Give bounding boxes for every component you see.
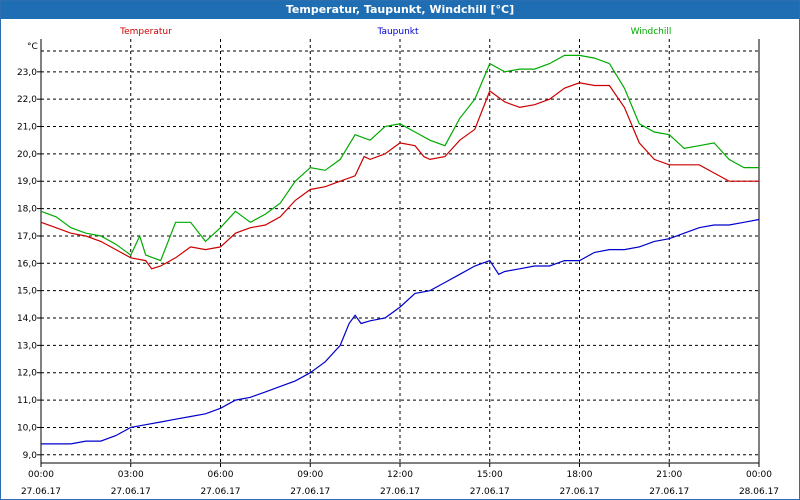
x-tick-date: 27.06.17 bbox=[559, 487, 599, 497]
x-tick-date: 28.06.17 bbox=[739, 487, 779, 497]
series-line-windchill bbox=[40, 54, 759, 262]
x-tick-time: 12:00 bbox=[387, 470, 413, 480]
y-tick-label: 20,0 bbox=[17, 150, 37, 160]
x-tick-date: 27.06.17 bbox=[200, 487, 240, 497]
x-tick-date: 27.06.17 bbox=[21, 487, 61, 497]
y-tick-label: 23,0 bbox=[17, 68, 37, 78]
window-title: Temperatur, Taupunkt, Windchill [°C] bbox=[1, 1, 799, 19]
y-axis-unit: °C bbox=[27, 42, 38, 52]
y-tick-label: 14,0 bbox=[17, 314, 37, 324]
series-line-taupunkt bbox=[41, 218, 760, 445]
x-tick-time: 00:00 bbox=[28, 470, 54, 480]
y-tick-label: 12,0 bbox=[17, 369, 37, 379]
series-lines bbox=[40, 54, 760, 445]
y-tick-label: 18,0 bbox=[17, 205, 37, 215]
x-tick-date: 27.06.17 bbox=[470, 487, 510, 497]
x-tick-time: 15:00 bbox=[477, 470, 503, 480]
x-tick-date: 27.06.17 bbox=[111, 487, 151, 497]
series-line-temperatur bbox=[40, 82, 759, 270]
x-tick-labels: 00:00 27.06.17 03:00 27.06.17 06:00 27.06.17 0… bbox=[21, 470, 779, 497]
y-tick-labels: 9,0 10,0 11,0 12,0 13,0 14,0 15,0 16,0 17,0 18,0 1… bbox=[17, 42, 38, 461]
legend: Temperatur Taupunkt Windchill bbox=[119, 27, 671, 37]
y-tick-label: 17,0 bbox=[17, 232, 37, 242]
axes bbox=[37, 39, 760, 467]
x-tick-time: 06:00 bbox=[208, 470, 234, 480]
x-tick-date: 27.06.17 bbox=[649, 487, 689, 497]
x-tick-date: 27.06.17 bbox=[380, 487, 420, 497]
y-tick-label: 19,0 bbox=[17, 177, 37, 187]
y-tick-label: 16,0 bbox=[17, 259, 37, 269]
y-tick-label: 9,0 bbox=[23, 451, 38, 461]
y-tick-label: 11,0 bbox=[17, 396, 37, 406]
legend-entry-temperatur: Temperatur bbox=[119, 27, 172, 37]
y-tick-label: 21,0 bbox=[17, 123, 37, 133]
x-tick-time: 09:00 bbox=[297, 470, 323, 480]
x-tick-time: 00:00 bbox=[746, 470, 772, 480]
y-tick-label: 13,0 bbox=[17, 341, 37, 351]
x-tick-time: 18:00 bbox=[567, 470, 593, 480]
y-tick-label: 22,0 bbox=[17, 95, 37, 105]
x-tick-time: 03:00 bbox=[118, 470, 144, 480]
x-tick-time: 21:00 bbox=[656, 470, 682, 480]
grid bbox=[41, 39, 759, 463]
y-tick-label: 10,0 bbox=[17, 423, 37, 433]
legend-entry-taupunkt: Taupunkt bbox=[376, 27, 419, 37]
legend-entry-windchill: Windchill bbox=[631, 27, 672, 37]
x-tick-date: 27.06.17 bbox=[290, 487, 330, 497]
y-tick-label: 15,0 bbox=[17, 287, 37, 297]
